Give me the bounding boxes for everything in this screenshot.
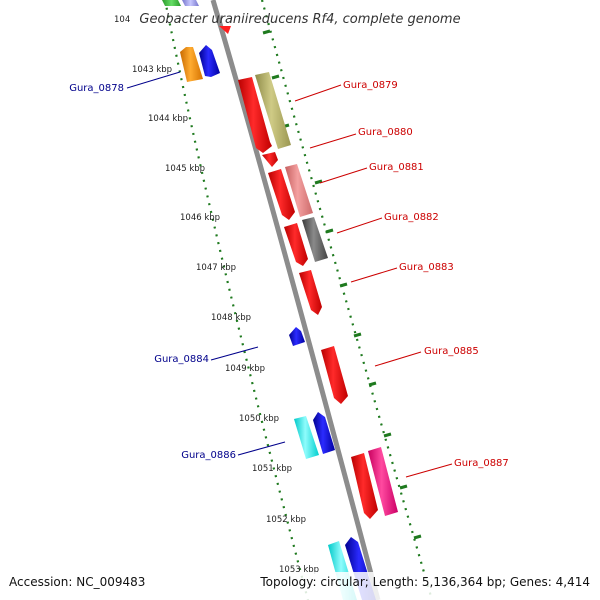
gene-label-gura-0879[interactable]: Gura_0879 <box>343 80 398 91</box>
leader-gura-0885 <box>374 351 422 367</box>
kbp-label: 1049 kbp <box>225 364 265 374</box>
gene-label-gura-0887[interactable]: Gura_0887 <box>454 458 509 469</box>
leader-gura-0881 <box>319 167 368 184</box>
leader-gura-0879 <box>294 84 342 102</box>
gene-label-gura-0880[interactable]: Gura_0880 <box>358 127 413 138</box>
kbp-tick <box>383 432 392 438</box>
gene-lavender-partial[interactable] <box>182 0 199 6</box>
kbp-tick <box>325 228 334 234</box>
footer-background <box>0 572 600 600</box>
gene-gura-0887-magenta[interactable] <box>368 447 398 516</box>
gene-red-partial[interactable] <box>219 26 231 34</box>
kbp-tick <box>413 534 422 540</box>
leader-gura-0883 <box>350 267 398 283</box>
gene-gura-0882-grey[interactable] <box>302 217 328 262</box>
kbp-tick <box>271 74 280 80</box>
leader-gura-0884 <box>210 346 259 361</box>
gene-gura-0884-blue[interactable] <box>289 327 305 346</box>
kbp-label: 1044 kbp <box>148 114 188 124</box>
gene-label-gura-0884[interactable]: Gura_0884 <box>154 354 209 365</box>
gene-label-gura-0886[interactable]: Gura_0886 <box>181 450 236 461</box>
kbp-label: 1046 kbp <box>180 213 220 223</box>
kbp-label: 1053 kbp <box>279 565 319 575</box>
kbp-tick <box>314 179 323 185</box>
label-leaders <box>126 71 453 478</box>
leader-gura-0882 <box>336 217 383 234</box>
gene-gura-0878-blue[interactable] <box>199 45 220 77</box>
kbp-tick <box>399 484 408 490</box>
leader-gura-0878 <box>126 71 181 89</box>
kbp-label: 1048 kbp <box>211 313 251 323</box>
kbp-tick <box>262 29 271 35</box>
genome-backbone <box>210 0 381 600</box>
kbp-tick <box>353 332 362 338</box>
gene-label-gura-0882[interactable]: Gura_0882 <box>384 212 439 223</box>
leader-gura-0880 <box>309 133 357 149</box>
gene-gura-0887-red[interactable] <box>351 453 378 519</box>
kbp-label: 1047 kbp <box>196 263 236 273</box>
leader-gura-0887 <box>405 463 453 478</box>
map-title: Geobacter uraniireducens Rf4, complete g… <box>139 12 460 27</box>
gene-label-gura-0883[interactable]: Gura_0883 <box>399 262 454 273</box>
gene-gura-0879-red[interactable] <box>238 77 272 153</box>
gene-label-gura-0881[interactable]: Gura_0881 <box>369 162 424 173</box>
kbp-label: 104 <box>114 15 130 25</box>
gene-gura-0885-red[interactable] <box>321 346 348 404</box>
gene-labels: Gura_0878 Gura_0879 Gura_0880 Gura_0881 … <box>69 80 509 469</box>
kbp-label: 1045 kbp <box>165 164 205 174</box>
kbp-labels: 104 1043 kbp 1044 kbp 1045 kbp 1046 kbp … <box>114 15 319 575</box>
gene-gura-0886-cyan[interactable] <box>294 416 319 459</box>
genes <box>162 0 398 600</box>
gene-gura-0881-red[interactable] <box>268 169 295 220</box>
kbp-tick <box>368 381 377 387</box>
leader-gura-0886 <box>237 441 286 456</box>
gene-gura-0883-red[interactable] <box>299 270 322 315</box>
gene-gura-0879-olive[interactable] <box>255 72 291 149</box>
kbp-label: 1052 kbp <box>266 515 306 525</box>
gene-gura-0882-red[interactable] <box>284 223 308 266</box>
accession-text: Accession: NC_009483 <box>9 575 145 589</box>
genome-summary-text: Topology: circular; Length: 5,136,364 bp… <box>259 575 590 589</box>
gene-gura-0880-red[interactable] <box>262 152 278 167</box>
gene-gura-0878-orange[interactable] <box>180 47 203 82</box>
gene-gura-0881-pink[interactable] <box>285 164 313 217</box>
gene-green-partial[interactable] <box>162 0 181 6</box>
kbp-tick <box>339 282 348 288</box>
kbp-label: 1043 kbp <box>132 65 172 75</box>
gene-gura-0886-blue[interactable] <box>313 412 335 454</box>
kbp-label: 1050 kbp <box>239 414 279 424</box>
gene-label-gura-0885[interactable]: Gura_0885 <box>424 346 479 357</box>
kbp-label: 1051 kbp <box>252 464 292 474</box>
gene-label-gura-0878[interactable]: Gura_0878 <box>69 83 124 94</box>
